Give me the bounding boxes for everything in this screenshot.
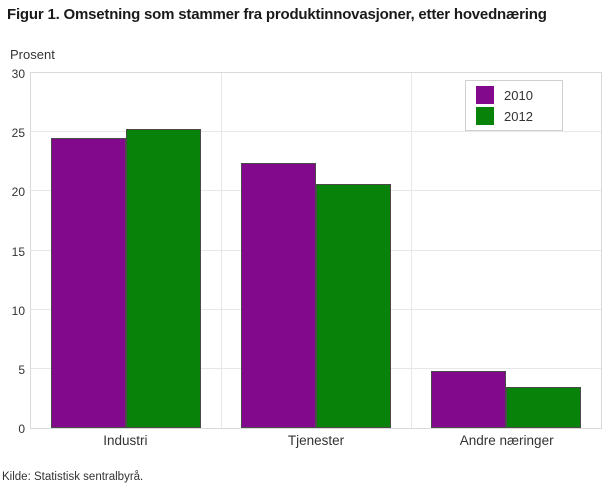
bar-2010-andre-n-ringer[interactable] <box>431 371 506 428</box>
y-tick-label-20: 20 <box>11 185 25 200</box>
y-tick-label-25: 25 <box>11 126 25 141</box>
bar-group-industri <box>31 73 221 428</box>
legend: 2010 2012 <box>465 80 563 131</box>
bar-2010-tjenester[interactable] <box>241 162 316 428</box>
y-tick-label-30: 30 <box>11 67 25 81</box>
figure-title: Figur 1. Omsetning som stammer fra produ… <box>7 6 547 23</box>
y-tick-label-15: 15 <box>11 244 25 259</box>
legend-label-2012: 2012 <box>504 108 533 124</box>
bar-group-andre-n-ringer <box>411 73 601 428</box>
y-axis: 0 5 10 15 20 25 30 <box>0 67 25 436</box>
x-tick-label-andre-n-ringer: Andre næringer <box>459 433 554 448</box>
bar-group-tjenester <box>221 73 411 428</box>
y-axis-title: Prosent <box>10 47 55 62</box>
bar-2012-andre-n-ringer[interactable] <box>506 386 581 428</box>
bar-2012-tjenester[interactable] <box>316 184 391 428</box>
category-divider <box>411 73 412 428</box>
legend-swatch-2012 <box>476 107 494 125</box>
x-tick-label-tjenester: Tjenester <box>287 433 345 448</box>
bar-groups <box>31 73 601 428</box>
gridline-y-25 <box>31 131 601 133</box>
legend-label-2010: 2010 <box>504 87 533 103</box>
y-tick-label-5: 5 <box>18 362 25 377</box>
legend-item-2010[interactable]: 2010 <box>476 86 554 104</box>
x-axis: Industri Tjenester Andre næringer <box>30 433 602 448</box>
x-tick-label-industri: Industri <box>103 433 148 448</box>
bar-2012-industri[interactable] <box>126 128 201 428</box>
y-tick-label-0: 0 <box>18 422 25 436</box>
plot-area <box>30 72 602 429</box>
source-note: Kilde: Statistisk sentralbyrå. <box>2 471 144 483</box>
category-divider <box>221 73 222 428</box>
y-tick-label-10: 10 <box>11 303 25 318</box>
legend-item-2012[interactable]: 2012 <box>476 107 554 125</box>
legend-swatch-2010 <box>476 86 494 104</box>
bar-2010-industri[interactable] <box>51 138 126 428</box>
